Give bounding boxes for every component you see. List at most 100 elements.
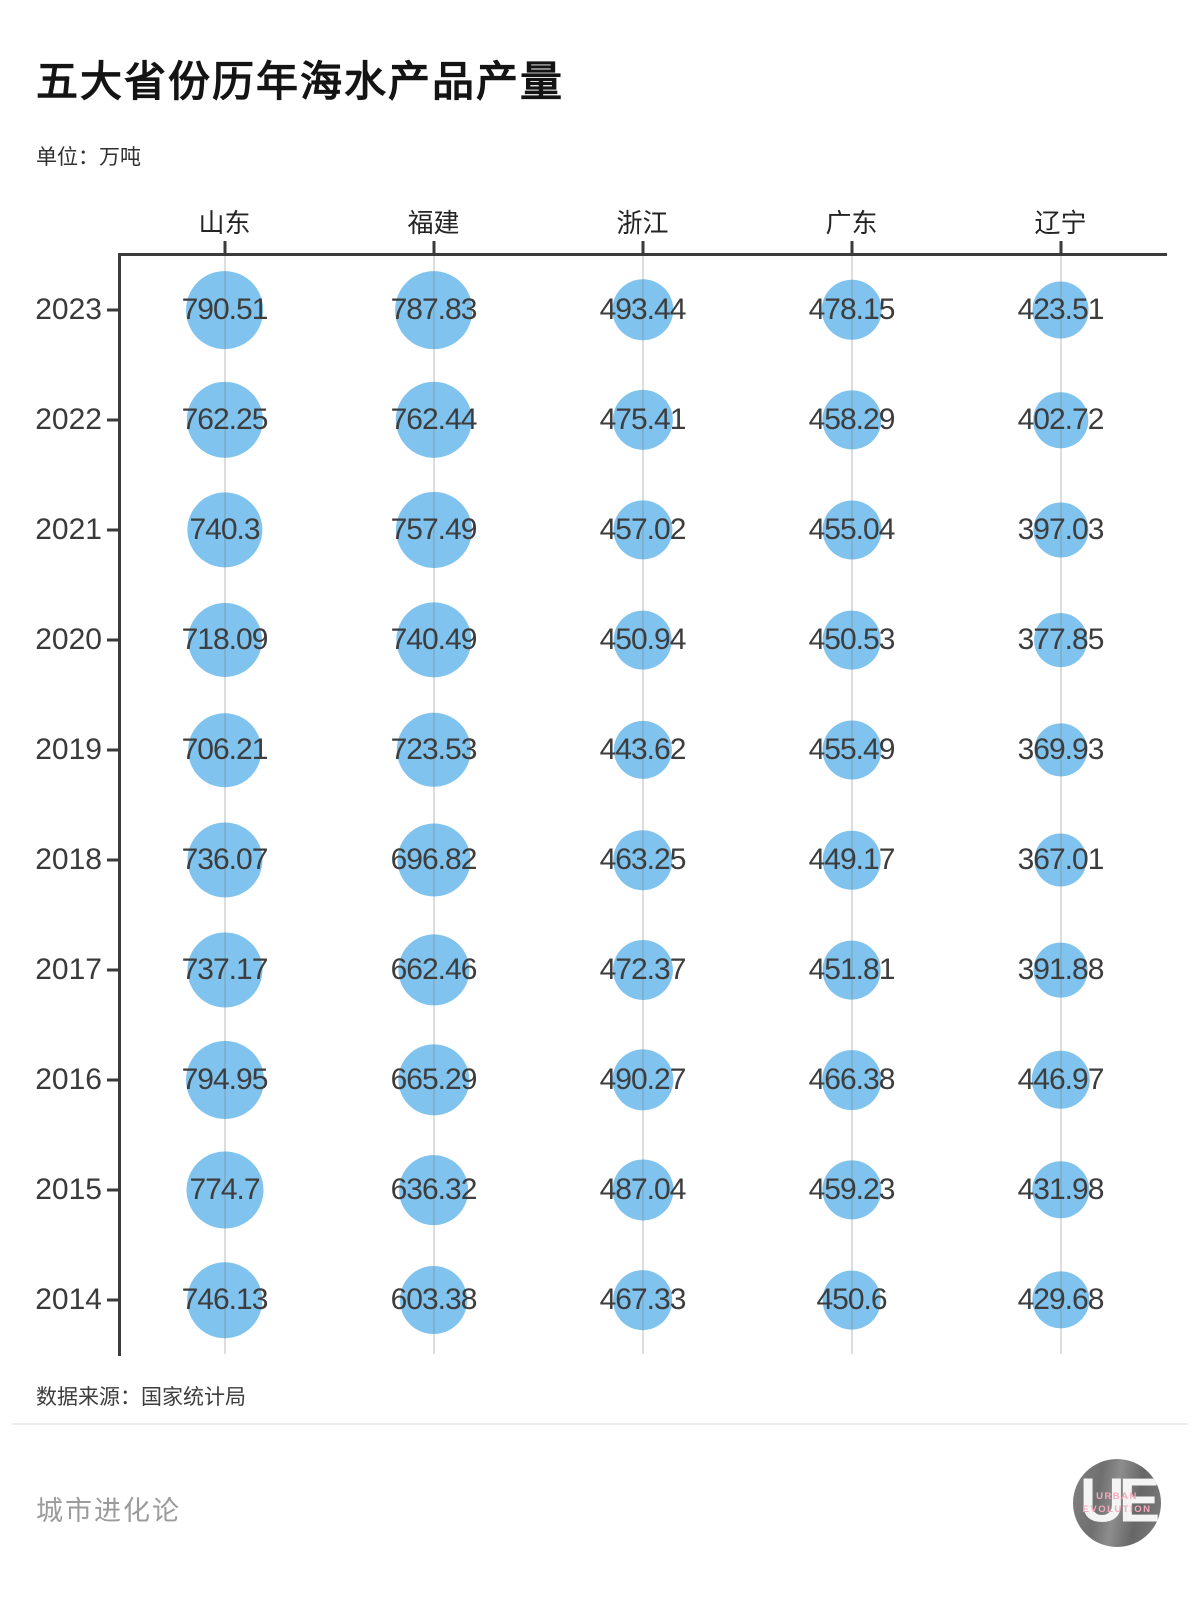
bubble <box>186 932 263 1008</box>
column-gridline <box>1059 256 1062 1354</box>
bubble <box>395 381 472 459</box>
bubble <box>613 610 672 670</box>
year-label: 2015 <box>35 1173 102 1206</box>
bubble <box>186 1262 263 1338</box>
year-label: 2019 <box>35 733 102 766</box>
bubble-value: 466.38 <box>808 1063 896 1096</box>
bubble <box>187 713 262 787</box>
bubble-value: 762.25 <box>181 403 269 436</box>
bubble-value: 662.46 <box>390 953 478 986</box>
bubble-value: 457.02 <box>599 513 687 546</box>
bubble <box>1033 942 1088 998</box>
bubble-value: 493.44 <box>599 293 687 326</box>
bubble <box>1033 723 1088 777</box>
logo-wordmark: URBAN EVOLUTION <box>1083 1490 1152 1516</box>
bubble <box>398 1155 469 1225</box>
bubble <box>822 610 881 670</box>
bubble <box>821 279 882 341</box>
bubble <box>822 940 881 1000</box>
bubble <box>397 1044 470 1116</box>
footer-divider <box>12 1423 1188 1425</box>
bubble-value: 757.49 <box>390 513 478 546</box>
bubble <box>821 720 882 780</box>
bubble <box>396 712 471 788</box>
column-header: 山东 <box>198 208 251 238</box>
bubble-value: 451.81 <box>808 953 896 986</box>
bubble-value: 762.44 <box>390 403 478 436</box>
year-tick <box>107 968 118 972</box>
bubble <box>186 381 263 459</box>
bubble <box>1031 1271 1090 1329</box>
year-label: 2016 <box>35 1063 102 1096</box>
year-tick <box>107 308 118 312</box>
bubble <box>612 1270 673 1330</box>
bubble-value: 391.88 <box>1017 953 1105 986</box>
year-tick <box>107 418 118 422</box>
bubble-value: 450.94 <box>599 623 687 656</box>
bubble-value: 467.33 <box>599 1283 687 1316</box>
column-header: 广东 <box>825 208 878 238</box>
column-tick <box>641 241 644 253</box>
bubble-value: 475.41 <box>599 403 687 436</box>
bubble-value: 746.13 <box>181 1283 269 1316</box>
bubble-value: 423.51 <box>1017 293 1105 326</box>
logo-wordmark-line2: EVOLUTION <box>1082 1504 1152 1515</box>
column-gridline <box>850 256 853 1354</box>
bubble-value: 696.82 <box>390 843 478 876</box>
bubble <box>822 500 881 560</box>
bubble-value: 603.38 <box>390 1283 478 1316</box>
bubble <box>822 1270 881 1330</box>
bubble-value: 723.53 <box>390 733 478 766</box>
bubble <box>612 500 673 560</box>
year-tick <box>107 638 118 642</box>
year-label: 2021 <box>35 513 102 546</box>
bubble <box>1031 1050 1090 1110</box>
bubble <box>185 1041 264 1119</box>
year-tick <box>107 858 118 862</box>
bubble-value: 397.03 <box>1017 513 1105 546</box>
bubble-value: 737.17 <box>181 953 269 986</box>
bubble <box>394 271 473 349</box>
bubble <box>186 492 263 568</box>
bubble <box>1032 392 1089 448</box>
bubble <box>399 1266 468 1334</box>
bubble <box>186 822 263 898</box>
column-header: 辽宁 <box>1034 208 1087 238</box>
column-tick <box>850 241 853 253</box>
bubble-value: 402.72 <box>1017 403 1105 436</box>
bubble-value: 446.97 <box>1017 1063 1105 1096</box>
data-source-label: 数据来源：国家统计局 <box>36 1386 246 1409</box>
bubble <box>185 271 264 349</box>
bubble-value: 367.01 <box>1017 843 1105 876</box>
bubble <box>611 1049 674 1111</box>
bubble <box>186 1151 263 1229</box>
page-title: 五大省份历年海水产品产量 <box>36 58 565 105</box>
bubble <box>612 830 673 890</box>
bubble-value: 790.51 <box>181 293 269 326</box>
bubble-value: 794.95 <box>181 1063 269 1096</box>
bubble-value: 450.53 <box>808 623 896 656</box>
column-tick <box>223 241 226 253</box>
bubble <box>1031 1161 1090 1219</box>
column-tick <box>1059 241 1062 253</box>
bubble-value: 472.37 <box>599 953 687 986</box>
bubble-value: 449.17 <box>808 843 896 876</box>
year-label: 2014 <box>35 1283 102 1316</box>
bubble-value: 736.07 <box>181 843 269 876</box>
bubble-value: 490.27 <box>599 1063 687 1096</box>
bubble-value: 740.3 <box>189 513 260 546</box>
bubble-value: 740.49 <box>390 623 478 656</box>
year-label: 2023 <box>35 293 102 326</box>
bubble-value: 665.29 <box>390 1063 478 1096</box>
bubble-value: 455.04 <box>808 513 896 546</box>
year-label: 2022 <box>35 403 102 436</box>
bubble <box>396 823 471 897</box>
column-gridline <box>223 256 226 1354</box>
bubble-value: 455.49 <box>808 733 896 766</box>
year-tick <box>107 1188 118 1192</box>
bubble-value: 443.62 <box>599 733 687 766</box>
bubble-value: 431.98 <box>1017 1173 1105 1206</box>
bubble <box>821 390 882 450</box>
bubble-value: 487.04 <box>599 1173 687 1206</box>
